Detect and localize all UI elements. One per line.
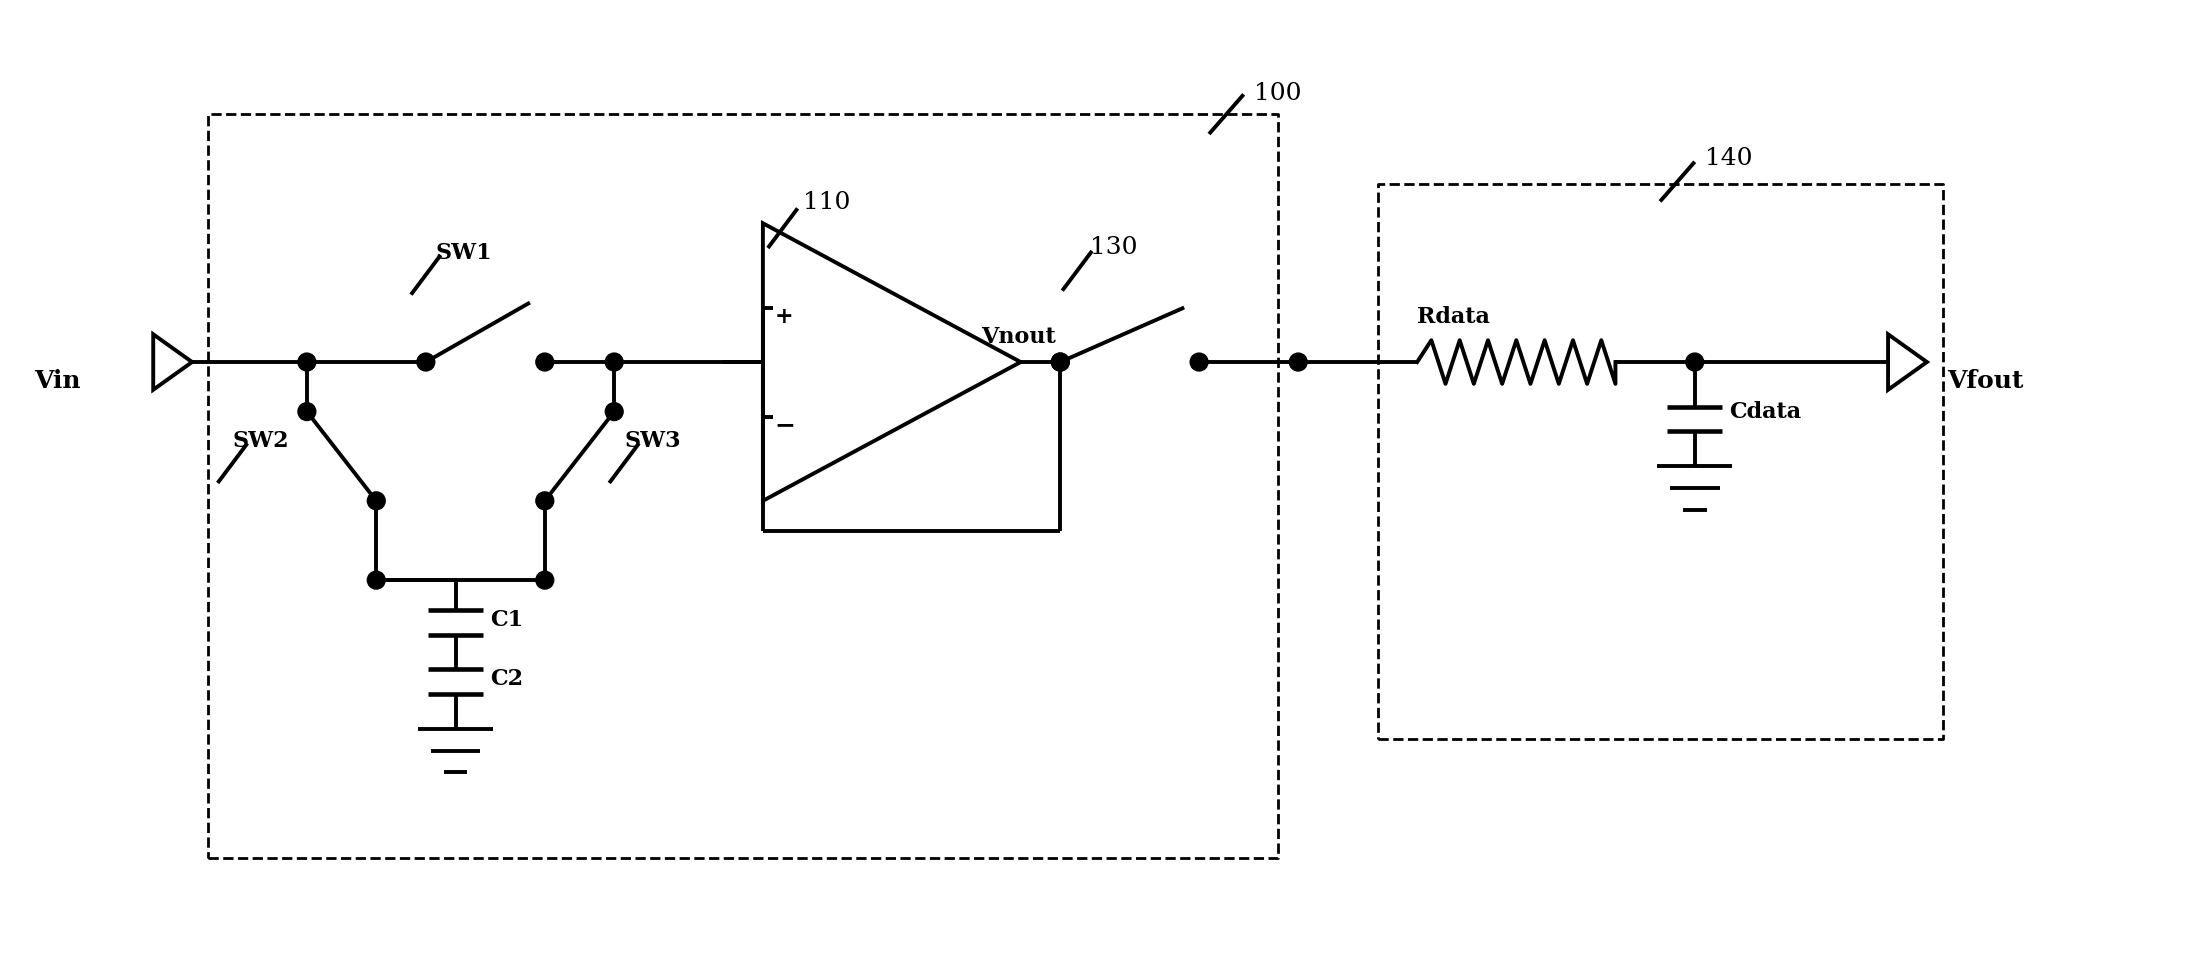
Text: Vnout: Vnout [981, 326, 1055, 348]
Text: Cdata: Cdata [1729, 400, 1802, 422]
Text: Rdata: Rdata [1416, 306, 1491, 328]
Polygon shape [764, 224, 1020, 502]
Circle shape [1051, 354, 1068, 372]
Text: +: + [775, 306, 792, 328]
Text: −: − [775, 413, 797, 437]
Text: Vfout: Vfout [1948, 368, 2025, 392]
Circle shape [606, 354, 624, 372]
Circle shape [416, 354, 436, 372]
Text: C1: C1 [490, 608, 523, 630]
Circle shape [606, 404, 624, 421]
Circle shape [1686, 354, 1703, 372]
Text: 130: 130 [1090, 235, 1138, 259]
Circle shape [368, 492, 385, 510]
Circle shape [298, 354, 315, 372]
Circle shape [536, 572, 554, 589]
Text: SW1: SW1 [436, 241, 493, 263]
Text: SW3: SW3 [624, 430, 681, 452]
Circle shape [298, 404, 315, 421]
Text: 100: 100 [1254, 83, 1300, 105]
Circle shape [536, 492, 554, 510]
Text: 110: 110 [803, 191, 849, 214]
Text: C2: C2 [490, 668, 523, 689]
Circle shape [1051, 354, 1068, 372]
Text: 140: 140 [1705, 147, 1751, 169]
Circle shape [368, 572, 385, 589]
Text: Vin: Vin [35, 368, 81, 392]
Circle shape [536, 354, 554, 372]
Text: SW2: SW2 [232, 430, 289, 452]
Circle shape [1191, 354, 1208, 372]
Circle shape [1289, 354, 1307, 372]
